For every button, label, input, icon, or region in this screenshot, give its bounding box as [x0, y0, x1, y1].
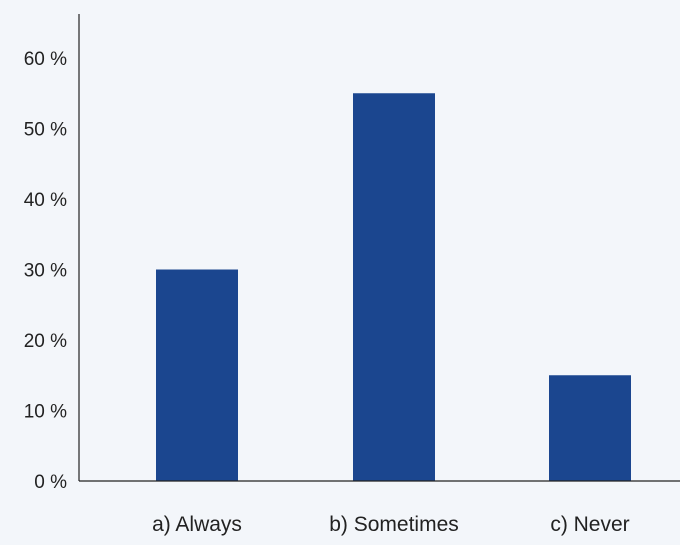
- bars-group: [156, 93, 631, 481]
- bar-1: [156, 269, 238, 481]
- bar-2: [353, 93, 435, 481]
- y-tick-label: 20 %: [24, 331, 67, 352]
- y-tick-label: 10 %: [24, 402, 67, 423]
- x-axis-labels: a) Always b) Sometimes c) Never: [152, 513, 630, 536]
- y-tick-label: 40 %: [24, 190, 67, 211]
- bar-3: [549, 375, 631, 481]
- y-tick-label: 60 %: [24, 49, 67, 70]
- x-category-label: a) Always: [152, 513, 242, 536]
- y-tick-label: 50 %: [24, 120, 67, 141]
- x-category-label: c) Never: [550, 513, 629, 536]
- y-tick-label: 30 %: [24, 261, 67, 282]
- y-axis-ticks: 0 % 10 % 20 % 30 % 40 % 50 % 60 %: [24, 49, 67, 493]
- x-category-label: b) Sometimes: [329, 513, 459, 536]
- y-tick-label: 0 %: [34, 472, 67, 493]
